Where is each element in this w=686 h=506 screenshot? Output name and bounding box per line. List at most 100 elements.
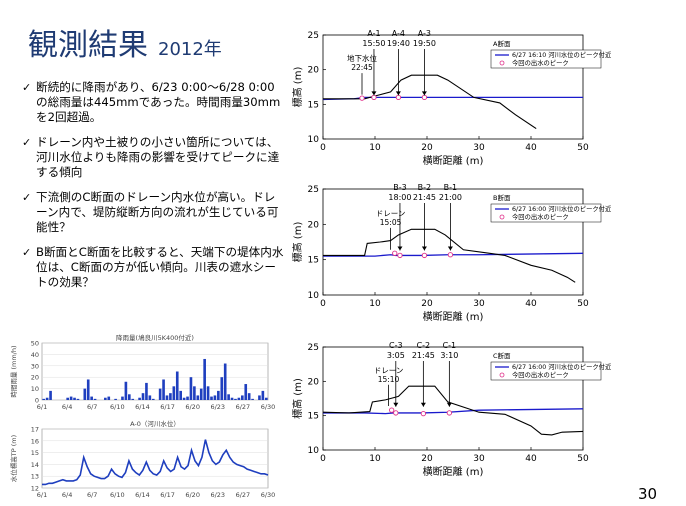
plot-frame [322,346,584,451]
legend-label: 6/27 16:00 河川水位のピーク付近 [512,362,612,371]
rain-bar [189,377,193,400]
rain-bar [244,384,248,400]
legend-box [490,203,602,223]
x-axis-label: 横断距離 (m) [423,310,484,323]
rain-bar [264,397,268,400]
embankment-profile [322,385,584,436]
peak-marker [420,410,427,417]
x-tick-label: 40 [525,143,537,153]
arrow-head [395,91,401,96]
peak-marker [371,94,377,101]
y-axis-label: 標高 (m) [291,378,304,419]
rain-bar [210,396,213,400]
well-label: B-2 [418,183,431,192]
peak-marker [446,410,453,416]
plot-frame [322,34,584,140]
x-tick-label: 6/4 [62,491,72,499]
well-time: 21:45 [412,351,435,360]
rain-bar [175,371,179,400]
section-name: B断面 [493,193,511,202]
rain-bar [66,397,69,400]
rain-bar [206,386,210,400]
rain-bar [76,398,80,400]
arrow-head [421,91,427,96]
arrow-head [447,246,453,251]
water-level-line [323,408,584,415]
legend-label: 今回の出水のピーク [512,58,569,67]
inset-title: A-0（河川水位） [130,419,180,428]
well-label: A-1 [367,29,380,38]
legend-label: 今回の出水のピーク [512,212,569,221]
legend-label: 今回の出水のピーク [512,370,569,379]
well-time: 15:50 [362,39,385,48]
rain-bar [234,398,237,400]
well-time: 3:10 [440,351,458,360]
rain-bar [182,397,186,400]
bullet-text: ドレーン内や土被りの小さい箇所については、河川水位よりも降雨の影響を受けてピーク… [36,135,280,179]
well-label: C-3 [389,341,403,350]
rain-bar [251,398,254,400]
x-axis-label: 横断距離 (m) [423,465,484,478]
y-tick-label: 30 [31,362,39,370]
well-time: 19:40 [387,39,410,48]
x-tick-label: 50 [577,299,589,309]
x-tick-label: 6/7 [87,403,97,411]
y-tick-label: 10 [31,385,39,393]
check-icon: ✓ [22,136,32,149]
embankment-profile [323,228,576,283]
rain-bar [104,397,107,400]
y-tick-label: 20 [31,374,39,382]
y-tick-label: 40 [31,351,39,359]
x-tick-label: 6/17 [160,403,175,411]
bullet-item: ✓ 断続的に降雨があり、6/23 0:00〜6/28 0:00の総雨量は445mm… [22,80,284,125]
rain-bar [199,388,203,400]
well-time: 18:00 [388,193,411,202]
section-name: A断面 [493,39,511,48]
rain-bar [213,395,217,400]
x-tick-label: 40 [525,454,537,464]
legend-box [490,49,602,69]
well-time: 19:50 [413,39,436,48]
x-tick-label: 6/14 [135,491,150,499]
peak-marker [392,250,398,256]
rain-bar [73,397,76,400]
y-tick-label: 10 [308,446,320,456]
rain-bar [230,397,234,400]
rain-bar [151,398,155,400]
x-tick-label: 20 [421,454,433,464]
inset-ylabel: 水位標高TP (m) [9,435,18,482]
rain-bar [227,394,230,400]
y-tick-label: 10 [308,135,320,145]
rain-bar [45,397,49,400]
check-icon: ✓ [22,246,32,259]
rain-bar [148,395,152,400]
section-name: C断面 [493,351,511,360]
x-tick-label: 6/27 [236,403,251,411]
x-axis-label: 横断距離 (m) [423,154,484,167]
rain-bar [93,398,97,400]
well-time: 21:00 [439,193,462,202]
rain-bar [223,363,227,400]
arrow-head [421,246,427,251]
extra-label: 地下水位 [347,53,377,63]
inset-frame [41,428,269,489]
peak-marker [388,407,395,413]
rain-bar [165,395,169,400]
x-tick-label: 6/4 [62,403,72,411]
rain-bar [114,398,117,400]
rain-bar [145,382,148,400]
y-tick-label: 50 [31,340,39,348]
y-tick-label: 16 [31,437,39,445]
well-label: A-3 [418,29,431,38]
x-tick-label: 6/30 [261,403,276,411]
water-level-line [323,252,584,257]
x-tick-label: 0 [320,299,326,309]
extra-time: 22:45 [351,63,373,72]
x-tick-label: 10 [369,143,381,153]
rain-bar [69,396,73,400]
peak-marker [447,252,454,258]
y-axis-label: 標高 (m) [291,222,304,263]
rain-bar [107,396,111,400]
rain-bar [217,390,220,400]
rain-bar [121,396,124,400]
